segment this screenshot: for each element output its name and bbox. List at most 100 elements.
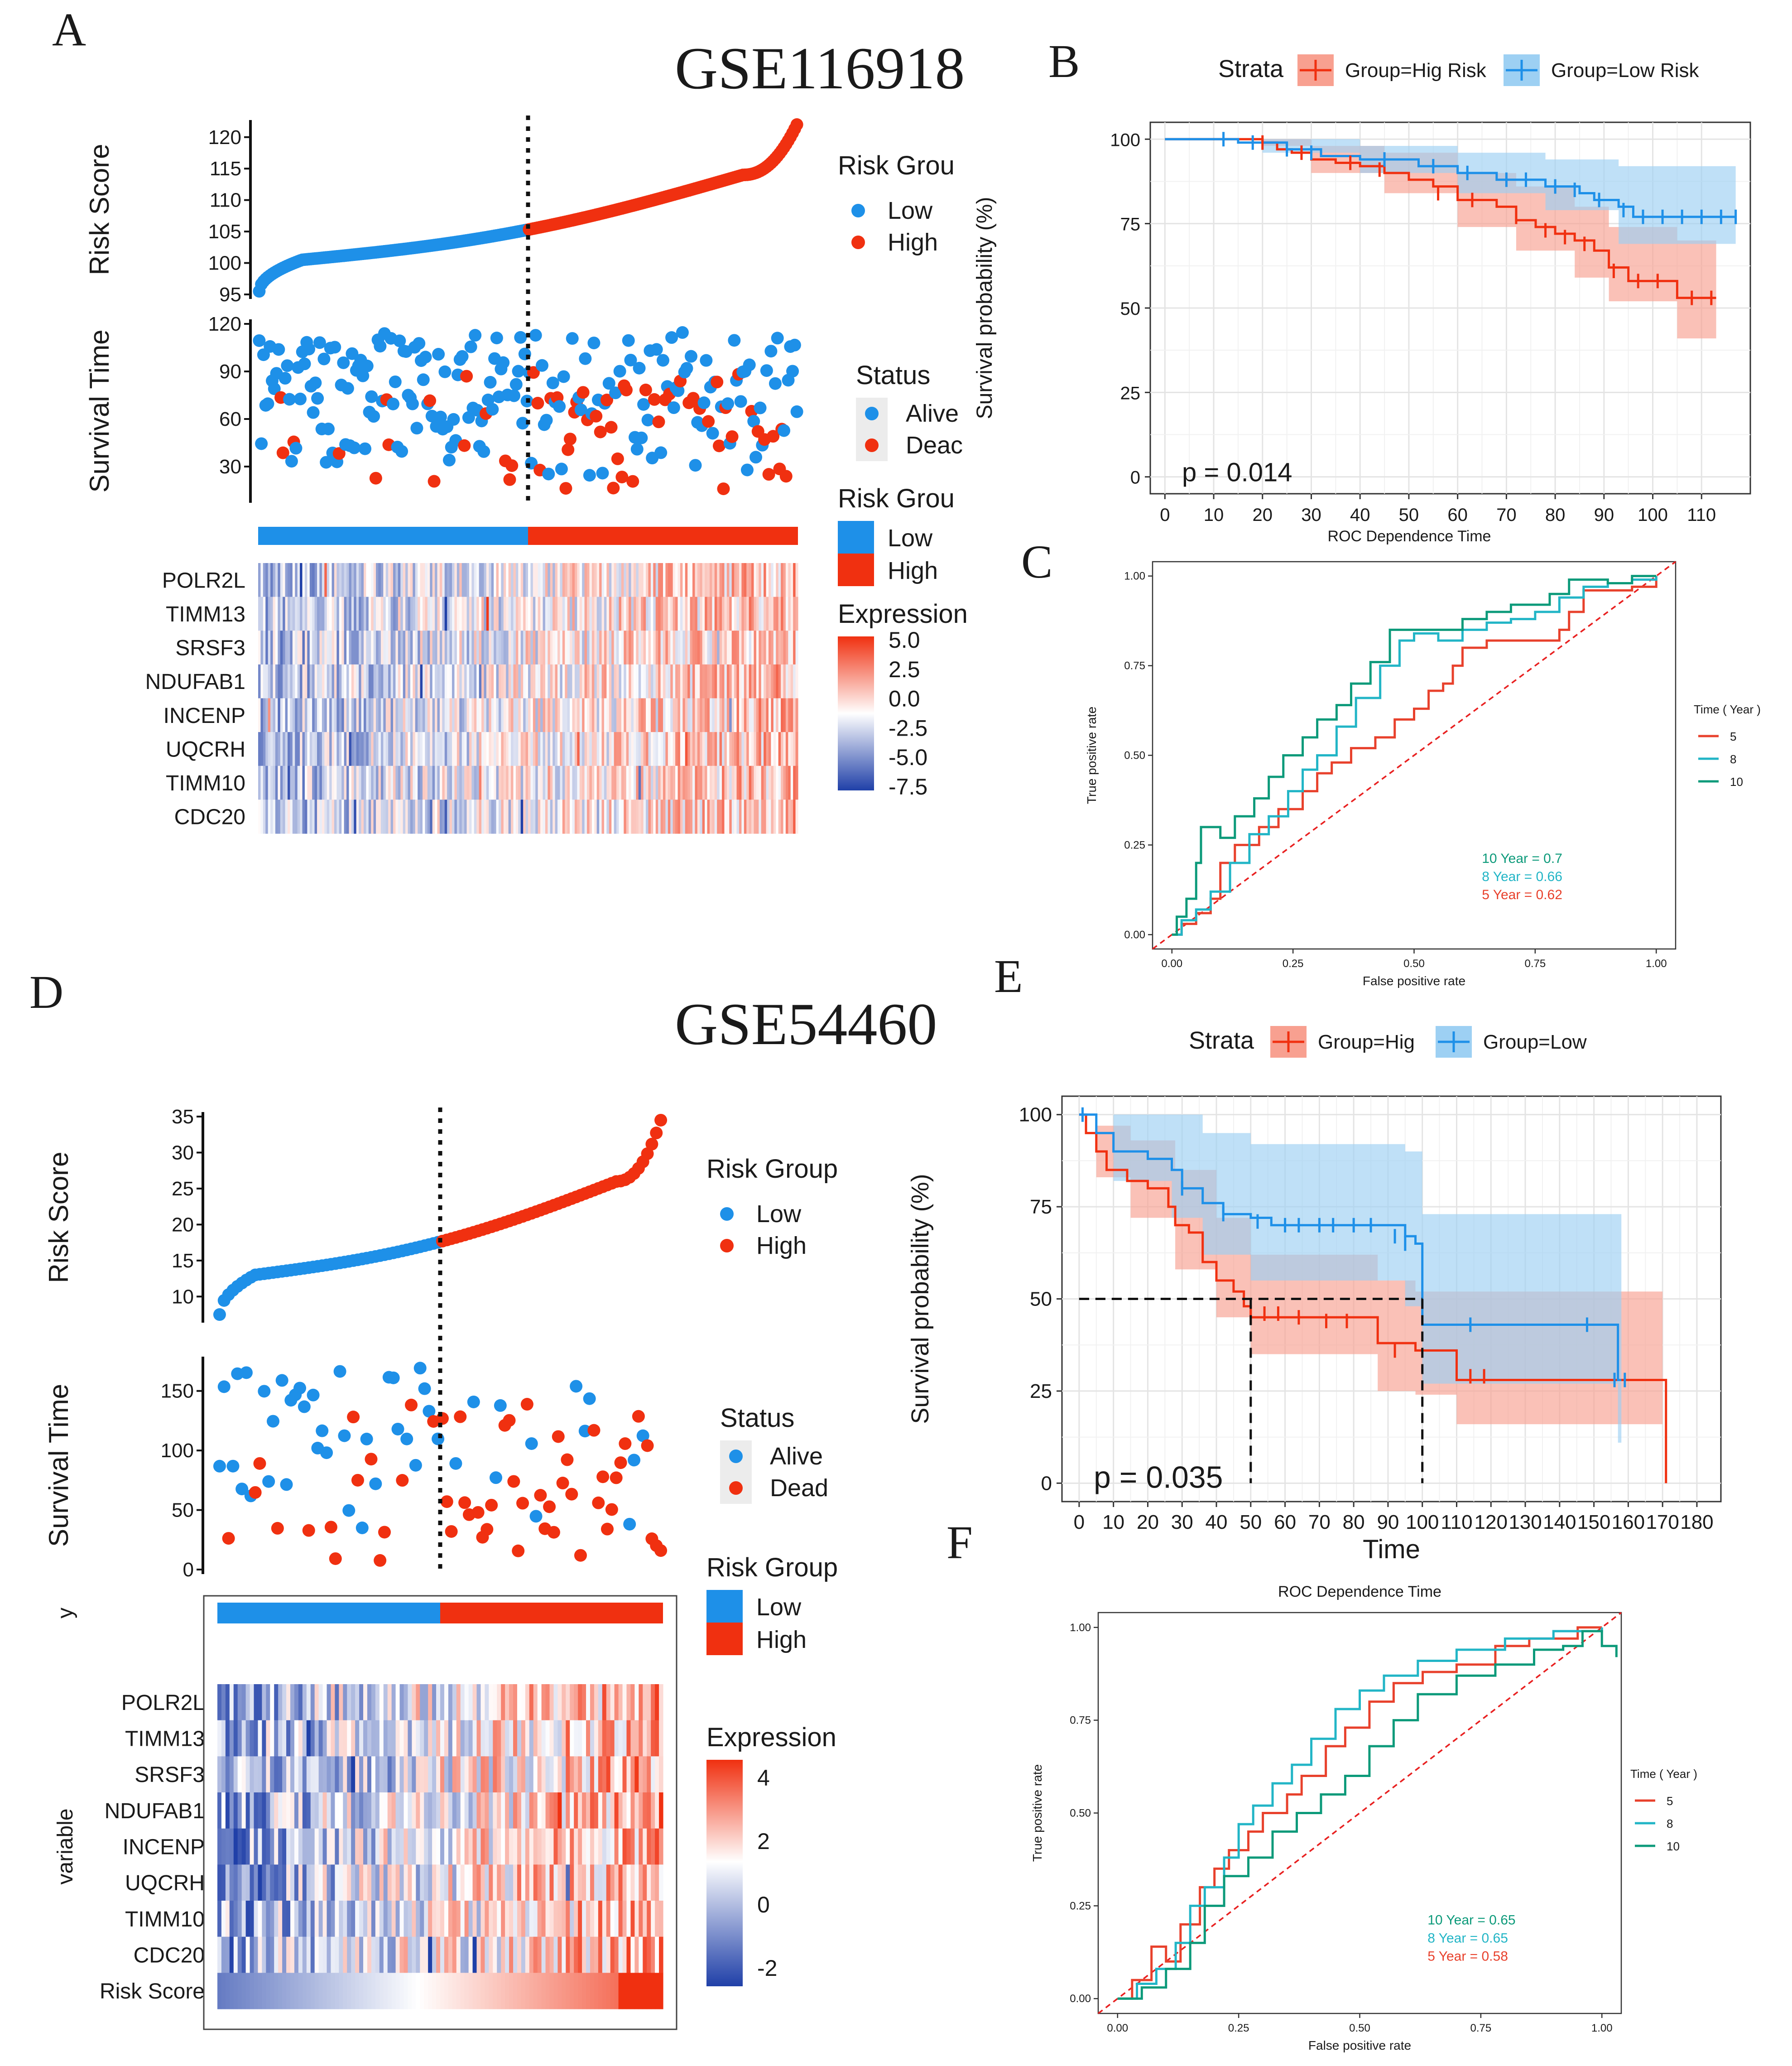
heatmap-cell: [387, 1864, 392, 1901]
heatmap-cell: [764, 698, 767, 732]
heatmap-cell: [283, 631, 286, 665]
colorbar-tick-label: 0.0: [889, 686, 920, 712]
heatmap-cell: [503, 563, 506, 597]
heatmap-cell: [570, 1936, 574, 1973]
legend-dot: [865, 438, 879, 452]
heatmap-cell: [359, 597, 362, 631]
heatmap-cell: [254, 1973, 259, 2009]
heatmap-cell: [297, 563, 300, 597]
heatmap-cell: [322, 799, 325, 834]
heatmap-cell: [700, 698, 703, 732]
survival-point: [607, 482, 620, 495]
heatmap-cell: [378, 597, 381, 631]
survival-point: [261, 397, 274, 410]
heatmap-cell: [788, 597, 791, 631]
heatmap-cell: [790, 799, 793, 834]
heatmap-cell: [427, 799, 430, 834]
heatmap-cell: [428, 1864, 432, 1901]
heatmap-cell: [584, 799, 587, 834]
heatmap-cell: [351, 597, 354, 631]
heatmap-cell: [596, 732, 600, 766]
heatmap-cell: [280, 766, 283, 800]
heatmap-cell: [726, 766, 730, 800]
survival-point: [267, 1415, 279, 1428]
legend-dot: [865, 407, 879, 420]
colorbar-tick-label: 0: [757, 1892, 770, 1917]
heatmap-cell: [533, 799, 536, 834]
heatmap-cell: [614, 732, 617, 766]
heatmap-cell: [766, 664, 769, 699]
heatmap-cell: [528, 732, 531, 766]
heatmap-cell: [648, 563, 651, 597]
heatmap-cell: [709, 799, 712, 834]
heatmap-cell: [351, 799, 354, 834]
roc-xtick-label: 0.00: [1161, 958, 1182, 970]
roc-auc-label: 5 Year = 0.62: [1482, 887, 1562, 902]
risk-score-tick-label-A: 115: [210, 158, 241, 180]
heatmap-cell: [472, 1864, 477, 1901]
heatmap-cell: [557, 698, 561, 732]
heatmap-cell: [380, 766, 384, 800]
heatmap-cell: [341, 563, 345, 597]
heatmap-cell: [565, 563, 568, 597]
heatmap-cell: [739, 631, 742, 665]
heatmap-cell: [766, 698, 769, 732]
heatmap-cell: [387, 1720, 392, 1757]
heatmap-cell: [673, 766, 676, 800]
heatmap-cell: [562, 1864, 566, 1901]
heatmap-cell: [639, 1973, 643, 2009]
heatmap-cell: [754, 563, 757, 597]
heatmap-cell: [523, 766, 526, 800]
heatmap-cell: [618, 1901, 623, 1937]
heatmap-cell: [714, 732, 717, 766]
heatmap-cell: [262, 1720, 266, 1757]
heatmap-cell: [604, 766, 607, 800]
heatmap-cell: [741, 698, 745, 732]
survival-point: [356, 1521, 369, 1534]
heatmap-cell: [744, 563, 747, 597]
heatmap-cell: [280, 664, 283, 699]
heatmap-cell: [263, 563, 266, 597]
heatmap-cell: [380, 698, 384, 732]
heatmap-cell: [562, 799, 565, 834]
heatmap-cell: [759, 631, 762, 665]
heatmap-cell: [442, 698, 445, 732]
heatmap-cell: [270, 664, 274, 699]
heatmap-cell: [496, 597, 499, 631]
survival-point: [360, 359, 374, 372]
heatmap-cell: [282, 1684, 287, 1721]
heatmap-cell: [306, 1901, 311, 1937]
heatmap-cell: [418, 563, 421, 597]
survival-point: [574, 1549, 587, 1562]
heatmap-cell: [682, 664, 686, 699]
heatmap-cell: [658, 563, 661, 597]
legend-swatch: [838, 554, 874, 586]
heatmap-cell: [773, 732, 776, 766]
heatmap-cell: [339, 1828, 343, 1865]
heatmap-cell: [660, 766, 663, 800]
heatmap-cell: [454, 563, 457, 597]
roc-xtick-label: 1.00: [1591, 2022, 1613, 2034]
heatmap-cell: [759, 563, 762, 597]
survival-point: [635, 431, 648, 444]
heatmap-cell: [494, 631, 497, 665]
km-xtick-label: 50: [1399, 505, 1419, 525]
colorbar-tick-label: -5.0: [889, 745, 927, 770]
heatmap-cell: [444, 1973, 449, 2009]
heatmap-cell: [506, 799, 509, 834]
heatmap-cell: [302, 732, 305, 766]
heatmap-cell: [341, 698, 345, 732]
heatmap-cell: [297, 732, 300, 766]
heatmap-cell: [486, 732, 489, 766]
heatmap-cell: [343, 1936, 347, 1973]
heatmap-cell: [511, 563, 514, 597]
km-ytick-label: 100: [1110, 130, 1140, 150]
panel-letter-B: B: [1048, 35, 1080, 87]
heatmap-cell: [537, 1792, 542, 1829]
heatmap-cell: [562, 1792, 566, 1829]
heatmap-cell: [565, 597, 568, 631]
heatmap-cell: [648, 732, 651, 766]
heatmap-cell: [447, 664, 450, 699]
heatmap-cell: [385, 664, 389, 699]
heatmap-cell: [734, 732, 737, 766]
